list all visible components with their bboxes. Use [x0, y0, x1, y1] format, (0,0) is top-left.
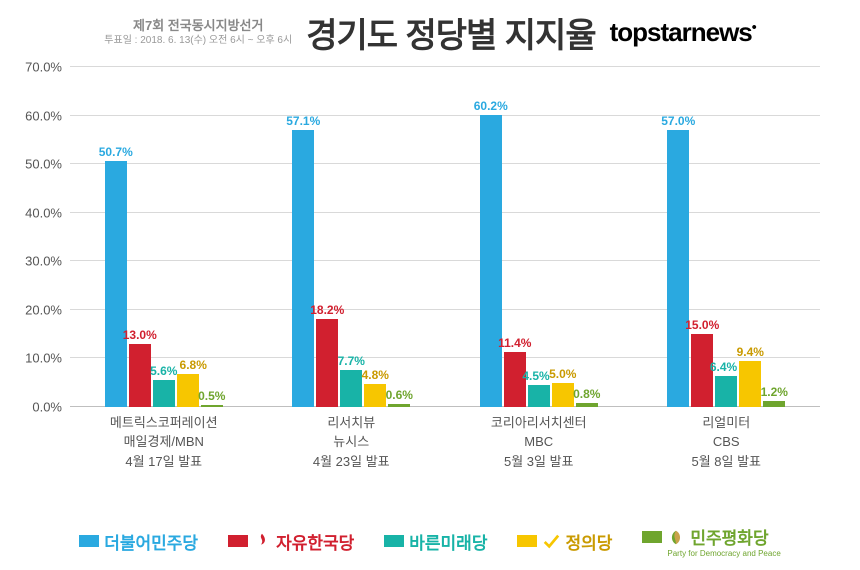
y-tick-label: 30.0% [25, 254, 70, 269]
legend-swatch-icon [384, 535, 404, 547]
bar-bmd: 7.7% [340, 370, 362, 407]
main-title: 경기도 정당별 지지율 [306, 8, 595, 57]
legend-item-jd: 정의당 [517, 529, 612, 554]
legend-swatch-icon [517, 535, 537, 547]
bar-jd: 5.0% [552, 383, 574, 407]
bar-dmp: 57.1% [292, 130, 314, 407]
bar-group: 50.7%13.0%5.6%6.8%0.5% [70, 67, 258, 407]
bar-group: 57.1%18.2%7.7%4.8%0.6% [258, 67, 446, 407]
x-label: 리서치뷰뉴시스4월 23일 발표 [258, 413, 446, 472]
legend-item-dmp: 더불어민주당 [79, 529, 198, 554]
bar-jd: 4.8% [364, 384, 386, 407]
y-tick-label: 10.0% [25, 351, 70, 366]
bar-value-label: 50.7% [99, 145, 133, 161]
bar-value-label: 4.8% [362, 368, 389, 384]
brand-text: topstarnews [610, 17, 752, 47]
legend-swatch-icon [79, 535, 99, 547]
legend-label: 정의당 [565, 529, 612, 554]
bar-mph: 1.2% [763, 401, 785, 407]
legend-item-lkp: 자유한국당 [228, 529, 354, 554]
bar-value-label: 0.6% [386, 388, 413, 404]
leaf-icon [667, 528, 685, 546]
legend-label: 바른미래당 [409, 529, 487, 554]
bar-value-label: 4.5% [522, 369, 549, 385]
x-label: 리얼미터CBS5월 8일 발표 [633, 413, 821, 472]
bar-value-label: 15.0% [685, 318, 719, 334]
bar-jd: 9.4% [739, 361, 761, 407]
bar-group: 57.0%15.0%6.4%9.4%1.2% [633, 67, 821, 407]
brand-logo: topstarnews• [610, 17, 756, 48]
y-tick-label: 70.0% [25, 60, 70, 75]
bar-value-label: 11.4% [498, 336, 531, 352]
bar-dmp: 60.2% [480, 115, 502, 407]
x-label: 메트릭스코퍼레이션매일경제/MBN4월 17일 발표 [70, 413, 258, 472]
bar-bmd: 4.5% [528, 385, 550, 407]
event-info: 제7회 전국동시지방선거 투표일 : 2018. 6. 13(수) 오전 6시 … [104, 18, 292, 48]
bar-value-label: 0.5% [198, 389, 225, 405]
bar-dmp: 50.7% [105, 161, 127, 407]
bar-value-label: 6.8% [180, 358, 207, 374]
bar-value-label: 57.0% [661, 114, 695, 130]
bar-lkp: 18.2% [316, 319, 338, 407]
bar-mph: 0.5% [201, 405, 223, 407]
y-tick-label: 0.0% [32, 400, 70, 415]
header: 제7회 전국동시지방선거 투표일 : 2018. 6. 13(수) 오전 6시 … [0, 0, 860, 61]
x-axis-labels: 메트릭스코퍼레이션매일경제/MBN4월 17일 발표리서치뷰뉴시스4월 23일 … [70, 413, 820, 472]
bar-groups: 50.7%13.0%5.6%6.8%0.5%57.1%18.2%7.7%4.8%… [70, 67, 820, 407]
y-tick-label: 60.0% [25, 108, 70, 123]
bar-value-label: 1.2% [761, 385, 788, 401]
event-title: 제7회 전국동시지방선거 [104, 18, 292, 35]
legend-swatch-icon [228, 535, 248, 547]
check-icon [542, 532, 560, 550]
bar-group: 60.2%11.4%4.5%5.0%0.8% [445, 67, 633, 407]
bar-value-label: 5.6% [150, 364, 177, 380]
legend-item-bmd: 바른미래당 [384, 529, 487, 554]
bar-dmp: 57.0% [667, 130, 689, 407]
legend-label: 더불어민주당 [104, 529, 198, 554]
x-label: 코리아리서치센터MBC5월 3일 발표 [445, 413, 633, 472]
bar-value-label: 6.4% [710, 360, 737, 376]
legend-label: 민주평화당 [690, 524, 768, 549]
brand-dot-icon: • [752, 18, 756, 34]
legend-label: 자유한국당 [276, 529, 354, 554]
bar-lkp: 13.0% [129, 344, 151, 407]
y-tick-label: 20.0% [25, 302, 70, 317]
legend-item-mph: 민주평화당Party for Democracy and Peace [642, 524, 780, 558]
event-subtitle: 투표일 : 2018. 6. 13(수) 오전 6시 ~ 오후 6시 [104, 34, 292, 47]
legend-sublabel: Party for Democracy and Peace [667, 549, 780, 558]
bar-value-label: 18.2% [310, 303, 344, 319]
flame-icon [253, 532, 271, 550]
bar-value-label: 5.0% [549, 367, 576, 383]
bar-value-label: 60.2% [474, 99, 508, 115]
bar-bmd: 6.4% [715, 376, 737, 407]
bar-mph: 0.8% [576, 403, 598, 407]
bar-jd: 6.8% [177, 374, 199, 407]
bar-value-label: 13.0% [123, 328, 157, 344]
bar-bmd: 5.6% [153, 380, 175, 407]
bar-value-label: 57.1% [286, 114, 320, 130]
bar-value-label: 9.4% [737, 345, 764, 361]
legend: 더불어민주당 자유한국당 바른미래당 정의당 민주평화당Party for Democr… [0, 524, 860, 558]
legend-swatch-icon [642, 531, 662, 543]
y-tick-label: 40.0% [25, 205, 70, 220]
bar-mph: 0.6% [388, 404, 410, 407]
y-tick-label: 50.0% [25, 157, 70, 172]
bar-value-label: 0.8% [573, 387, 600, 403]
chart: 0.0%10.0%20.0%30.0%40.0%50.0%60.0%70.0% … [70, 67, 820, 447]
